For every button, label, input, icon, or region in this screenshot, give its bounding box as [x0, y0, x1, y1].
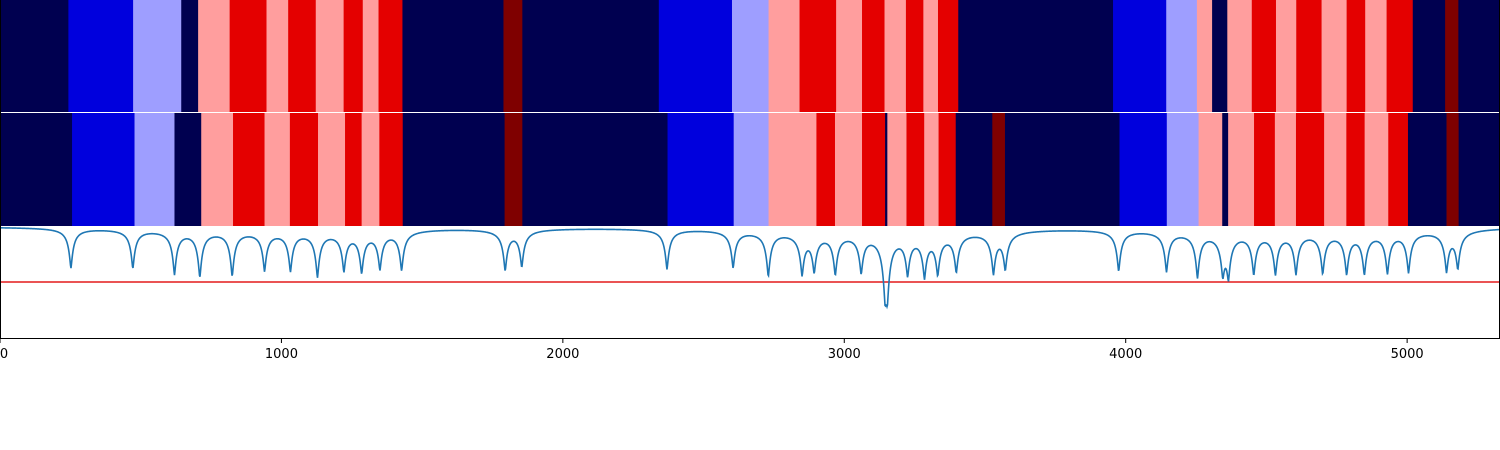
segment-r1-2 — [68, 0, 134, 112]
segment-r2-32 — [1198, 113, 1223, 226]
segment-r2-10 — [345, 113, 363, 226]
score-line — [0, 227, 1500, 310]
segment-r1-38 — [1365, 0, 1387, 112]
segment-r1-39 — [1386, 0, 1414, 112]
segment-r1-31 — [1212, 0, 1228, 112]
segment-r1-16 — [658, 0, 733, 112]
segment-r2-24 — [906, 113, 925, 226]
segment-r2-26 — [938, 113, 957, 226]
segment-r1-42 — [1458, 0, 1500, 112]
segment-r1-17 — [731, 0, 769, 112]
segment-r2-15 — [522, 113, 668, 226]
segment-r2-19 — [816, 113, 836, 226]
segment-r2-40 — [1364, 113, 1389, 226]
segment-r2-6 — [233, 113, 265, 226]
segment-r1-13 — [402, 0, 504, 112]
segment-r2-29 — [1004, 113, 1120, 226]
segment-r2-5 — [201, 113, 234, 226]
segment-r1-30 — [1196, 0, 1213, 112]
segment-r1-41 — [1445, 0, 1459, 112]
segment-r2-27 — [955, 113, 993, 226]
segment-r2-33 — [1222, 113, 1229, 226]
segment-r2-4 — [174, 113, 202, 226]
segment-r2-43 — [1446, 113, 1460, 226]
segment-r2-17 — [733, 113, 769, 226]
segment-r1-22 — [884, 0, 907, 112]
x-tick-label-6: 5000 — [1391, 347, 1424, 362]
segment-r1-33 — [1251, 0, 1277, 112]
segment-r2-7 — [264, 113, 291, 226]
segment-r1-37 — [1346, 0, 1366, 112]
segment-r1-9 — [315, 0, 345, 112]
segment-r2-35 — [1254, 113, 1276, 226]
segment-r2-22 — [885, 113, 888, 226]
segment-r1-19 — [799, 0, 837, 112]
segment-r2-2 — [72, 113, 135, 226]
segment-r2-9 — [318, 113, 346, 226]
segment-r2-14 — [504, 113, 523, 226]
x-tick-label-2: 1000 — [265, 347, 298, 362]
segment-r1-23 — [905, 0, 924, 112]
segment-r2-28 — [992, 113, 1006, 226]
panel-separator — [0, 112, 1500, 113]
segment-r1-35 — [1296, 0, 1322, 112]
segment-r1-28 — [1113, 0, 1167, 112]
segment-r2-18 — [768, 113, 817, 226]
segment-r1-14 — [503, 0, 523, 112]
segment-r1-24 — [923, 0, 939, 112]
segment-r1-1 — [0, 0, 69, 112]
segment-r1-3 — [133, 0, 182, 112]
segment-r1-27 — [984, 0, 1114, 112]
segment-r2-20 — [834, 113, 863, 226]
segment-r2-38 — [1324, 113, 1347, 226]
segment-r2-8 — [289, 113, 319, 226]
x-tick-label-3: 2000 — [546, 347, 579, 362]
segment-r2-36 — [1274, 113, 1297, 226]
segment-r1-40 — [1412, 0, 1446, 112]
segment-r2-25 — [924, 113, 939, 226]
segment-r2-37 — [1295, 113, 1325, 226]
segment-r1-26 — [958, 0, 985, 112]
segment-r2-21 — [862, 113, 886, 226]
x-axis: 0 1000 2000 3000 4000 5000 — [0, 338, 1424, 362]
segment-r2-42 — [1407, 113, 1447, 226]
segment-r2-16 — [667, 113, 735, 226]
segment-r2-11 — [361, 113, 380, 226]
segment-r2-3 — [134, 113, 175, 226]
segment-r1-25 — [937, 0, 959, 112]
x-tick-label-4: 3000 — [828, 347, 861, 362]
segment-r2-30 — [1119, 113, 1168, 226]
segment-r2-34 — [1228, 113, 1255, 226]
segment-r1-36 — [1321, 0, 1348, 112]
segment-r1-7 — [266, 0, 289, 112]
segment-r1-20 — [836, 0, 863, 112]
segment-r1-5 — [198, 0, 231, 112]
segment-r2-23 — [887, 113, 907, 226]
x-tick-label-5: 4000 — [1109, 347, 1142, 362]
segment-r2-39 — [1346, 113, 1366, 226]
segmentation-row-1 — [0, 0, 1500, 112]
segment-r1-8 — [288, 0, 317, 112]
segment-r1-34 — [1275, 0, 1297, 112]
segment-r1-32 — [1227, 0, 1253, 112]
x-tick-label-1: 0 — [0, 347, 8, 362]
segment-r1-6 — [229, 0, 267, 112]
segment-r1-18 — [768, 0, 800, 112]
segment-r1-21 — [862, 0, 885, 112]
segment-r1-4 — [181, 0, 199, 112]
score-panel — [0, 226, 1500, 338]
segment-r1-11 — [362, 0, 379, 112]
segment-r2-44 — [1458, 113, 1500, 226]
segment-r2-31 — [1166, 113, 1199, 226]
segmentation-row-2 — [0, 113, 1500, 226]
segment-r2-1 — [0, 113, 73, 226]
segment-r1-12 — [378, 0, 403, 112]
segment-r2-12 — [379, 113, 404, 226]
segment-r2-13 — [402, 113, 505, 226]
segment-r1-29 — [1166, 0, 1198, 112]
segment-r1-10 — [343, 0, 364, 112]
segment-r1-15 — [522, 0, 660, 112]
segment-r2-41 — [1388, 113, 1409, 226]
